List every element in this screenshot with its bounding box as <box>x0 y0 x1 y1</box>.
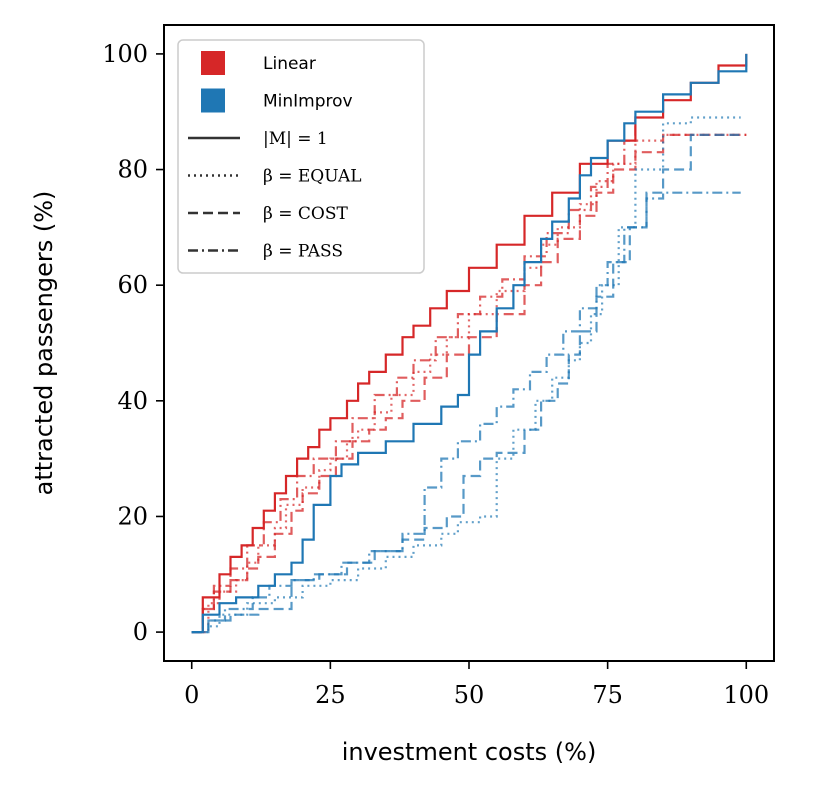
y-tick-label: 20 <box>117 502 148 530</box>
series-line-4 <box>191 53 748 634</box>
legend-swatch <box>201 88 225 113</box>
x-tick-label: 100 <box>723 681 769 709</box>
y-tick-label: 100 <box>102 40 148 68</box>
y-tick-label: 80 <box>117 156 148 184</box>
series-line-7 <box>191 191 741 634</box>
series-line-2 <box>191 133 747 634</box>
x-axis-label: investment costs (%) <box>342 738 597 766</box>
y-tick-label: 60 <box>117 271 148 299</box>
series-line-6 <box>191 133 741 634</box>
x-tick-label: 0 <box>184 681 199 709</box>
x-tick-label: 50 <box>454 681 485 709</box>
legend-swatch <box>201 51 225 75</box>
series-line-1 <box>191 133 747 634</box>
series-line-5 <box>191 116 741 634</box>
x-tick-label: 75 <box>592 681 623 709</box>
legend-label: Linear <box>263 54 316 74</box>
legend-label: β = EQUAL <box>263 167 362 187</box>
y-axis-label: attracted passengers (%) <box>30 191 58 496</box>
series-line-3 <box>191 117 637 634</box>
legend: Linear MinImprov |M| = 1 β = EQUAL β = COST β… <box>177 39 425 274</box>
x-tick-label: 25 <box>315 681 346 709</box>
legend-label: β = COST <box>263 204 348 224</box>
axis-ticks: 0 25 50 75 100 0 20 40 60 80 100 <box>102 40 769 709</box>
y-tick-label: 0 <box>133 618 148 646</box>
legend-label: MinImprov <box>263 92 353 112</box>
legend-box <box>177 39 425 274</box>
legend-label: β = PASS <box>263 242 343 262</box>
y-tick-label: 40 <box>117 387 148 415</box>
legend-label: |M| = 1 <box>263 129 328 149</box>
